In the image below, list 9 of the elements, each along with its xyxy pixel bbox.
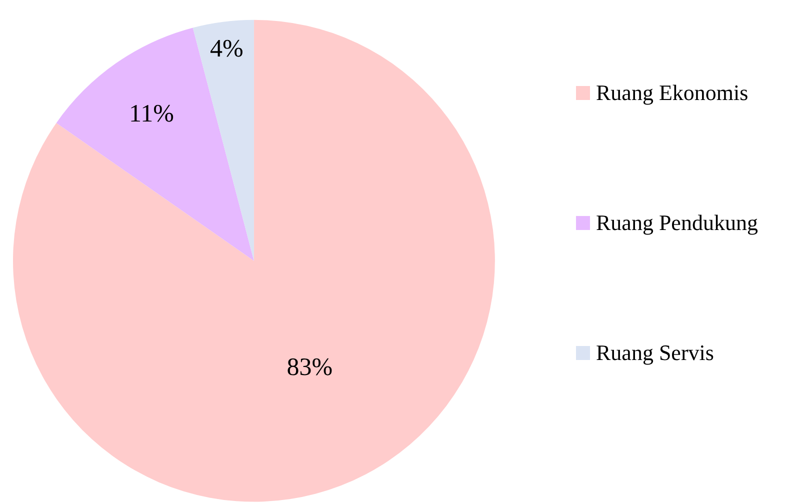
data-label: 83% <box>286 354 333 382</box>
data-label: 11% <box>129 100 174 128</box>
legend-label: Ruang Servis <box>596 340 714 366</box>
pie-slice <box>192 20 254 261</box>
pie-slice <box>56 28 254 261</box>
data-label: 4% <box>210 35 244 62</box>
legend-label: Ruang Ekonomis <box>596 80 748 106</box>
legend-label: Ruang Pendukung <box>596 210 758 236</box>
pie-slice <box>13 20 495 502</box>
